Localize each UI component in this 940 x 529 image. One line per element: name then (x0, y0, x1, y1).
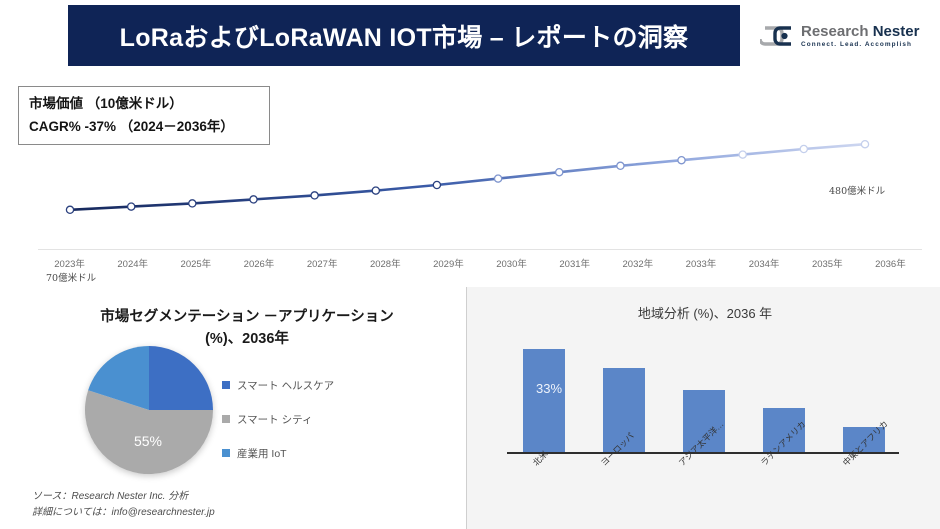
line-data-point (65, 205, 75, 215)
header-band: LoRaおよびLoRaWAN IOT市場 – レポートの洞察 (68, 5, 740, 66)
bar-column (523, 349, 565, 452)
bar-column (763, 408, 805, 452)
bar-chart-axis (507, 452, 899, 454)
logo-name-research: Research (801, 22, 873, 40)
line-data-point (493, 174, 503, 183)
line-series-path (68, 142, 867, 212)
year-tick-label: 2025年 (180, 259, 212, 270)
pie-slices (85, 346, 213, 474)
legend-swatch-icon (222, 415, 230, 423)
research-nester-logo: Research Nester Connect. Lead. Accomplis… (758, 17, 930, 55)
footer-source: ソース：Research Nester Inc. 分析 (32, 491, 189, 502)
line-data-point (738, 150, 747, 159)
year-tick-label: 2034年 (748, 259, 780, 270)
legend-item: スマート ヘルスケア (222, 368, 372, 402)
pie-slice-label: 55% (133, 433, 163, 449)
year-tick-label: 2023年 (54, 259, 85, 270)
year-tick-label: 2031年 (559, 259, 591, 270)
line-end-label: 480億米ドル (829, 186, 886, 197)
market-value-info-box: 市場価値 （10億米ドル） CAGR% -37% （2024－2036年） (18, 86, 270, 145)
bar-value-label: 33% (536, 381, 563, 396)
bar-column (603, 368, 645, 452)
market-value-label: 市場価値 （10億米ドル） (29, 96, 183, 112)
line-chart-svg (65, 139, 870, 215)
line-data-point (249, 195, 258, 204)
pie-legend: スマート ヘルスケア スマート シティ 産業用 IoT (222, 368, 372, 470)
bar-column (683, 389, 725, 452)
line-data-point (126, 202, 136, 211)
line-data-point (616, 161, 625, 171)
pie-slice (85, 390, 213, 474)
segmentation-pie-chart (85, 346, 213, 474)
year-tick-label: 2027年 (306, 259, 338, 270)
pie-shadow (85, 346, 213, 474)
year-tick-label: 2024年 (117, 259, 149, 270)
year-tick-label: 2036年 (875, 259, 906, 270)
year-tick-label: 2026年 (243, 259, 275, 270)
legend-label: スマート ヘルスケア (237, 379, 335, 392)
market-value-line-chart: 70億米ドル 480億米ドル (0, 88, 940, 284)
footer-contact: 詳細については：info@researchnester.jp (32, 506, 215, 518)
line-data-point (371, 186, 381, 195)
legend-swatch-icon (222, 381, 230, 389)
line-data-point (188, 199, 197, 208)
legend-label: スマート シティ (237, 413, 313, 426)
year-tick-label: 2035年 (811, 259, 843, 270)
pie-title-line1: 市場セグメンテーション －アプリケーション (100, 309, 394, 325)
pie-title-line2: (%)、2036年 (205, 331, 289, 348)
line-data-point (432, 180, 442, 190)
line-data-point (860, 139, 870, 149)
logo-tagline: Connect. Lead. Accomplish (801, 40, 913, 48)
bar-chart-category-labels: 北米 ヨーロッパ アジア太平洋… ラテンアメリカ 中東とアフリカ (490, 419, 930, 516)
pie-chart-title: 市場セグメンテーション －アプリケーション (%)、2036年 (52, 306, 442, 351)
year-tick-label: 2028年 (369, 259, 401, 270)
legend-item: スマート シティ (222, 402, 372, 436)
legend-item: 産業用 IoT (222, 436, 372, 470)
year-tick-label: 2033年 (685, 259, 717, 270)
line-chart-year-labels: 2023年 2024年 2025年 2026年 2027年 2028年 2029年 2030年… (38, 256, 922, 276)
bar-column (843, 427, 885, 452)
cagr-label: CAGR% -37% （2024－2036年） (29, 118, 234, 134)
line-start-label: 70億米ドル (46, 273, 97, 284)
legend-swatch-icon (222, 449, 230, 457)
pie-svg (85, 346, 213, 474)
legend-label: 産業用 IoT (237, 447, 287, 460)
line-markers (65, 139, 870, 215)
page-title: LoRaおよびLoRaWAN IOT市場 – レポートの洞察 (119, 23, 689, 52)
footer: ソース：Research Nester Inc. 分析 詳細については：info… (32, 489, 382, 520)
line-data-point (799, 144, 809, 154)
logo-name: Research Nester (801, 24, 919, 39)
line-data-point (677, 155, 686, 165)
pie-slice (149, 346, 213, 410)
regional-bar-chart (512, 340, 912, 452)
line-data-point (554, 167, 564, 177)
logo-text: Research Nester Connect. Lead. Accomplis… (801, 24, 919, 48)
segmentation-panel (0, 287, 458, 529)
year-tick-label: 2030年 (496, 259, 527, 270)
year-tick-label: 2032年 (622, 259, 654, 270)
line-chart-axis (38, 249, 922, 250)
bar-chart-title: 地域分析 (%)、2036 年 (637, 306, 773, 321)
year-tick-label: 2029年 (433, 259, 464, 270)
logo-name-nester: Nester (872, 22, 920, 40)
pie-slice (88, 346, 149, 410)
line-data-point (310, 191, 319, 200)
link-chain-icon (758, 23, 794, 49)
